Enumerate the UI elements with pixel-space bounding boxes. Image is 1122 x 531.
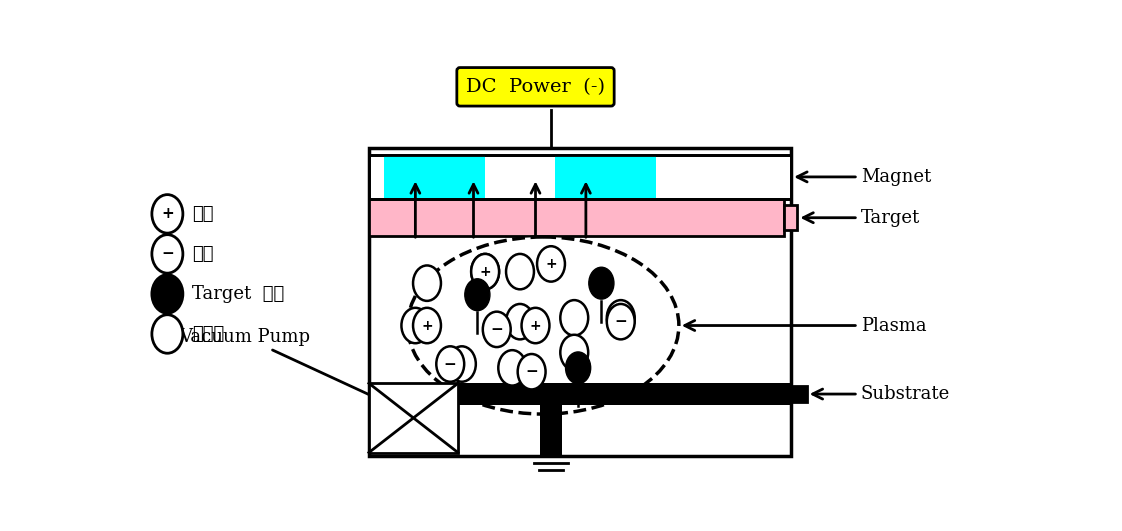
Ellipse shape (506, 254, 534, 289)
Text: −: − (490, 322, 503, 337)
Ellipse shape (448, 346, 476, 382)
FancyBboxPatch shape (457, 67, 614, 106)
Ellipse shape (522, 308, 550, 343)
Bar (540, 405, 562, 457)
Ellipse shape (565, 352, 590, 384)
Text: −: − (615, 314, 627, 329)
Bar (791, 387, 807, 402)
Ellipse shape (517, 354, 545, 389)
Ellipse shape (151, 195, 183, 233)
Ellipse shape (407, 237, 679, 414)
Ellipse shape (537, 246, 565, 281)
Bar (369, 149, 791, 457)
Text: Target  원자: Target 원자 (192, 285, 284, 303)
Bar (555, 155, 655, 199)
Ellipse shape (607, 300, 635, 336)
Text: Magnet: Magnet (797, 168, 931, 186)
Text: Target: Target (803, 209, 920, 227)
Text: +: + (479, 264, 491, 279)
Text: −: − (525, 364, 539, 379)
Bar (377, 383, 791, 405)
Text: 이온: 이온 (192, 205, 213, 223)
Ellipse shape (151, 275, 183, 313)
Bar (369, 155, 791, 199)
Ellipse shape (413, 308, 441, 343)
Text: Substrate: Substrate (812, 385, 950, 403)
Text: +: + (421, 319, 433, 332)
Bar (783, 205, 798, 230)
Ellipse shape (471, 254, 499, 289)
Ellipse shape (607, 304, 635, 339)
Ellipse shape (498, 350, 526, 386)
Ellipse shape (151, 315, 183, 353)
Text: 중성자: 중성자 (192, 325, 224, 343)
Ellipse shape (402, 308, 430, 343)
Ellipse shape (506, 304, 534, 339)
Text: −: − (160, 246, 174, 261)
Bar (369, 383, 458, 452)
Text: Plasma: Plasma (684, 316, 927, 335)
Ellipse shape (471, 254, 499, 289)
Ellipse shape (560, 335, 588, 370)
Ellipse shape (589, 267, 614, 299)
Text: +: + (545, 257, 557, 271)
Text: 전자: 전자 (192, 245, 213, 263)
Bar (369, 155, 791, 199)
Ellipse shape (151, 235, 183, 273)
Ellipse shape (465, 279, 490, 311)
Text: Vacuum Pump: Vacuum Pump (180, 328, 399, 409)
Text: −: − (444, 356, 457, 372)
Bar (369, 199, 783, 236)
Bar (385, 155, 485, 199)
Ellipse shape (482, 312, 511, 347)
Ellipse shape (436, 346, 465, 382)
Ellipse shape (560, 300, 588, 336)
Text: +: + (160, 207, 174, 221)
Ellipse shape (413, 266, 441, 301)
Text: +: + (530, 319, 541, 332)
Text: DC  Power  (-): DC Power (-) (466, 78, 605, 96)
